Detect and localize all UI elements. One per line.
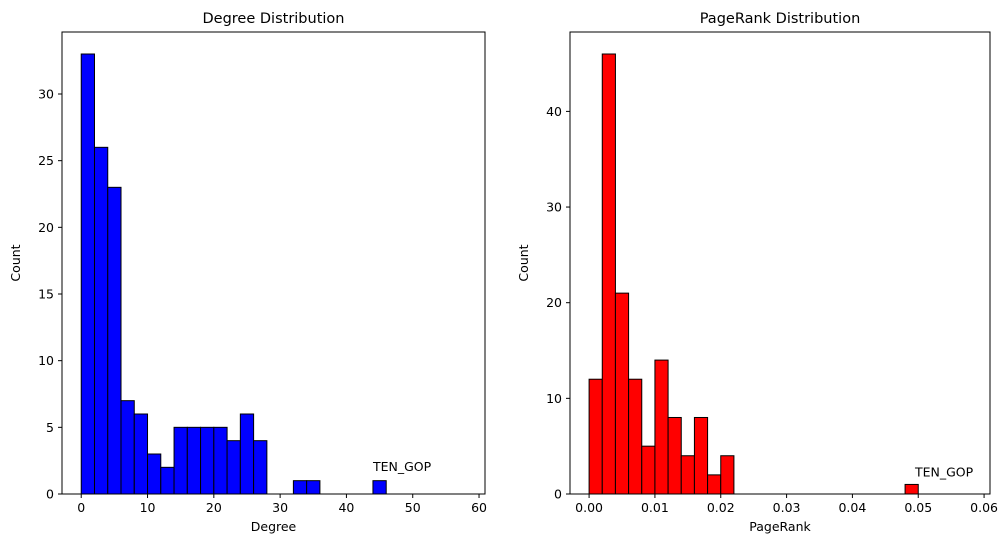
degree-y-tick-label: 15 xyxy=(38,287,54,302)
pagerank-bar xyxy=(680,455,695,495)
pagerank-bar xyxy=(667,416,682,495)
pagerank-bar xyxy=(707,474,722,495)
pagerank-bar xyxy=(904,483,919,495)
degree-x-tick-label: 20 xyxy=(206,500,222,515)
degree-chart-ylabel: Count xyxy=(8,244,23,281)
pagerank-chart-annotation: TEN_GOP xyxy=(914,465,974,480)
degree-bar xyxy=(186,426,202,495)
degree-bar xyxy=(239,413,255,495)
degree-x-tick-label: 30 xyxy=(272,500,288,515)
degree-x-tick-label: 10 xyxy=(140,500,156,515)
degree-distribution-chart: Degree Distribution Degree Count 0 10 20 30… xyxy=(8,11,487,534)
degree-bar xyxy=(306,480,321,495)
degree-x-tick-label: 60 xyxy=(471,500,487,515)
degree-y-tick-label: 30 xyxy=(38,87,54,102)
pagerank-x-tick-label: 0.05 xyxy=(904,500,932,515)
degree-bar xyxy=(213,426,228,495)
degree-bar xyxy=(120,400,135,495)
pagerank-x-tick-label: 0.06 xyxy=(970,500,998,515)
pagerank-bar xyxy=(641,445,656,495)
pagerank-bar xyxy=(693,416,709,495)
pagerank-x-tick-label: 0.04 xyxy=(838,500,866,515)
pagerank-plot-frame xyxy=(569,31,991,495)
degree-y-tick-label: 5 xyxy=(46,420,54,435)
pagerank-distribution-chart: PageRank Distribution PageRank Count 0.0… xyxy=(516,11,998,534)
pagerank-chart-ylabel: Count xyxy=(516,244,531,281)
degree-y-tick-label: 0 xyxy=(46,487,54,502)
pagerank-y-tick-label: 20 xyxy=(546,295,562,310)
degree-bar xyxy=(147,453,162,495)
pagerank-chart-xlabel: PageRank xyxy=(749,519,811,534)
degree-y-tick-label: 25 xyxy=(38,153,54,168)
degree-bar xyxy=(160,466,175,495)
degree-bar xyxy=(253,440,268,495)
pagerank-bar xyxy=(601,53,616,495)
degree-bar xyxy=(226,440,241,495)
pagerank-bar xyxy=(628,378,643,495)
degree-x-tick-label: 50 xyxy=(405,500,421,515)
pagerank-x-tick-label: 0.00 xyxy=(575,500,603,515)
pagerank-y-tick-label: 30 xyxy=(546,200,562,215)
pagerank-y-tick-label: 0 xyxy=(554,487,562,502)
pagerank-bar xyxy=(588,378,603,495)
degree-bar xyxy=(200,426,215,495)
pagerank-y-tick-label: 10 xyxy=(546,391,562,406)
degree-bar xyxy=(93,146,109,495)
degree-x-tick-label: 40 xyxy=(338,500,354,515)
pagerank-bar xyxy=(614,292,630,495)
degree-bar xyxy=(292,480,308,495)
degree-chart-annotation: TEN_GOP xyxy=(372,459,432,474)
degree-bar xyxy=(80,53,95,495)
degree-x-tick-label: 0 xyxy=(77,500,85,515)
degree-bar xyxy=(133,413,149,495)
degree-plot-frame xyxy=(61,31,486,495)
pagerank-chart-title: PageRank Distribution xyxy=(700,11,861,27)
degree-bar xyxy=(372,480,387,495)
pagerank-x-tick-label: 0.03 xyxy=(773,500,801,515)
pagerank-x-tick-label: 0.01 xyxy=(641,500,669,515)
degree-y-tick-label: 20 xyxy=(38,220,54,235)
degree-chart-title: Degree Distribution xyxy=(203,11,345,27)
pagerank-bar xyxy=(720,455,735,495)
degree-bar xyxy=(173,426,188,495)
degree-y-tick-label: 10 xyxy=(38,353,54,368)
degree-bar xyxy=(107,186,122,495)
pagerank-bar xyxy=(654,359,669,495)
pagerank-y-tick-label: 40 xyxy=(546,104,562,119)
pagerank-x-tick-label: 0.02 xyxy=(707,500,735,515)
degree-chart-xlabel: Degree xyxy=(251,519,297,534)
